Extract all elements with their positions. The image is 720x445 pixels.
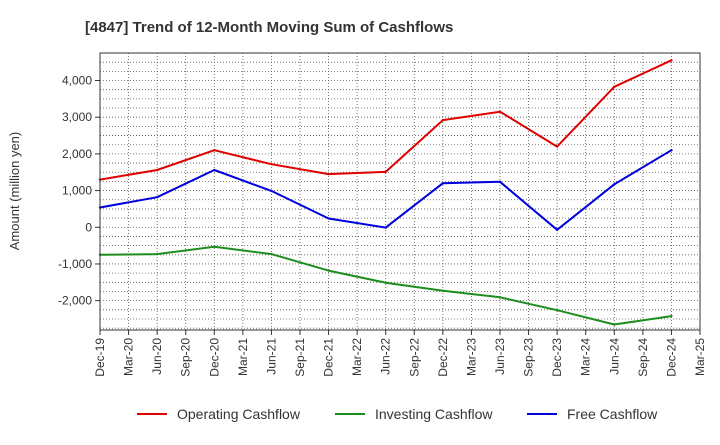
y-tick-label: 0 [85, 220, 92, 234]
x-tick-label: Dec-19 [93, 338, 107, 377]
data-point [613, 323, 616, 326]
data-point [327, 269, 330, 272]
data-point [270, 252, 273, 256]
x-tick-label: Dec-20 [207, 338, 221, 377]
data-point [384, 281, 387, 284]
x-tick-label: Sep-20 [179, 338, 193, 377]
data-point [213, 149, 216, 152]
data-point [384, 226, 387, 229]
x-tick-label: Mar-25 [693, 338, 707, 376]
plot-area-frame [99, 52, 701, 331]
data-point [155, 195, 159, 199]
data-point [670, 149, 673, 152]
x-tick-label: Mar-22 [350, 338, 364, 376]
series-lines [98, 59, 673, 326]
series-line-investing-cashflow [99, 245, 672, 326]
legend-label: Investing Cashflow [375, 406, 493, 422]
legend: Operating Cashflow Investing Cashflow Free… [137, 406, 658, 422]
data-point [670, 314, 673, 318]
x-tick-label: Sep-23 [522, 338, 536, 377]
x-tick-label: Jun-20 [150, 338, 164, 375]
data-point [155, 252, 159, 256]
x-tick-label: Mar-24 [579, 338, 593, 376]
legend-label: Free Cashflow [567, 406, 658, 422]
x-tick-label: Jun-21 [264, 338, 278, 375]
y-axis-label: Amount (million yen) [7, 132, 22, 251]
data-point [498, 180, 502, 183]
x-tick-label: Mar-23 [464, 338, 478, 376]
y-tick-label: -2,000 [58, 294, 92, 308]
data-point [555, 145, 559, 148]
y-tick-label: 3,000 [62, 110, 92, 124]
data-point [498, 296, 502, 299]
data-point [441, 289, 445, 292]
data-point [327, 172, 330, 176]
x-axis-ticks: Dec-19 Mar-20 Jun-20 Sep-20 Dec-20 Mar-21 Jun-… [93, 330, 707, 377]
x-tick-label: Sep-21 [293, 338, 307, 377]
data-point [670, 59, 673, 62]
data-point [555, 308, 559, 312]
x-tick-label: Jun-23 [493, 338, 507, 375]
data-point [270, 162, 273, 166]
data-point [613, 183, 616, 186]
x-tick-label: Dec-24 [664, 338, 678, 377]
data-point [384, 170, 387, 174]
data-point [155, 168, 159, 172]
y-tick-label: 1,000 [62, 184, 92, 198]
data-point [613, 85, 616, 88]
data-point [441, 118, 445, 122]
x-tick-label: Jun-22 [379, 338, 393, 375]
data-point [441, 182, 445, 185]
data-point [498, 110, 502, 113]
data-point [213, 168, 216, 172]
y-tick-label: 2,000 [62, 147, 92, 161]
y-axis-ticks: -2,000 -1,000 0 1,000 2,000 3,000 4,000 [58, 74, 100, 308]
chart-title: [4847] Trend of 12-Month Moving Sum of C… [85, 19, 453, 36]
x-tick-label: Mar-20 [122, 338, 136, 376]
x-tick-label: Sep-22 [407, 338, 421, 377]
y-tick-label: 4,000 [62, 74, 92, 88]
legend-label: Operating Cashflow [177, 406, 301, 422]
x-tick-label: Dec-22 [436, 338, 450, 377]
x-tick-label: Dec-21 [322, 338, 336, 377]
x-tick-label: Mar-21 [236, 338, 250, 376]
y-tick-label: -1,000 [58, 257, 92, 271]
data-point [327, 217, 330, 220]
grid-lines [99, 52, 701, 330]
x-tick-label: Dec-23 [550, 338, 564, 377]
x-tick-label: Sep-24 [636, 338, 650, 377]
x-tick-label: Jun-24 [607, 338, 621, 375]
data-point [555, 228, 559, 232]
data-point [213, 245, 216, 248]
data-point [270, 189, 273, 193]
